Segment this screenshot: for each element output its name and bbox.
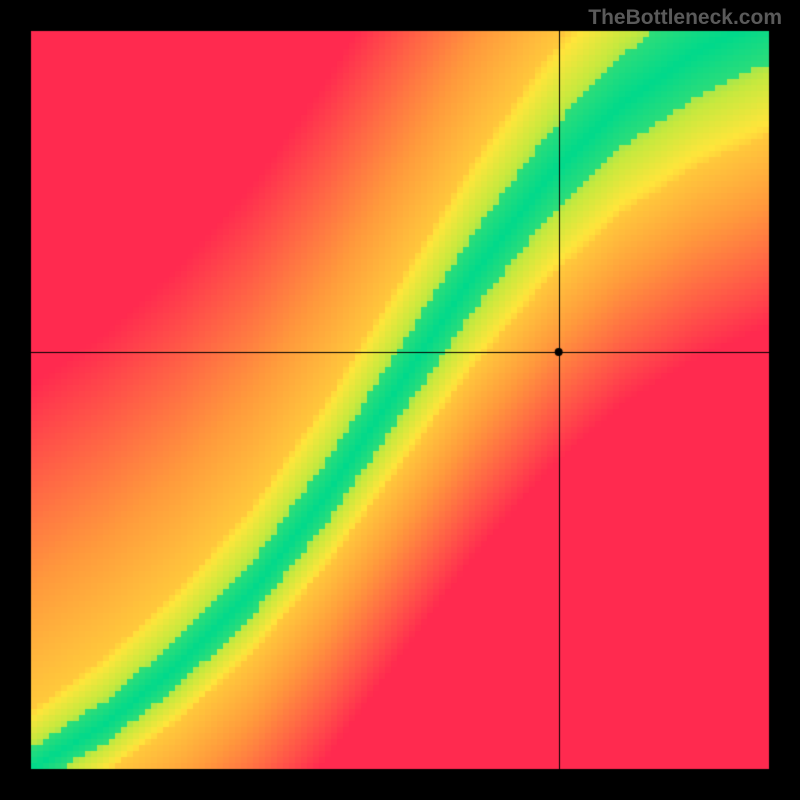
chart-container: { "watermark": { "text": "TheBottleneck.… — [0, 0, 800, 800]
bottleneck-heatmap — [0, 0, 800, 800]
